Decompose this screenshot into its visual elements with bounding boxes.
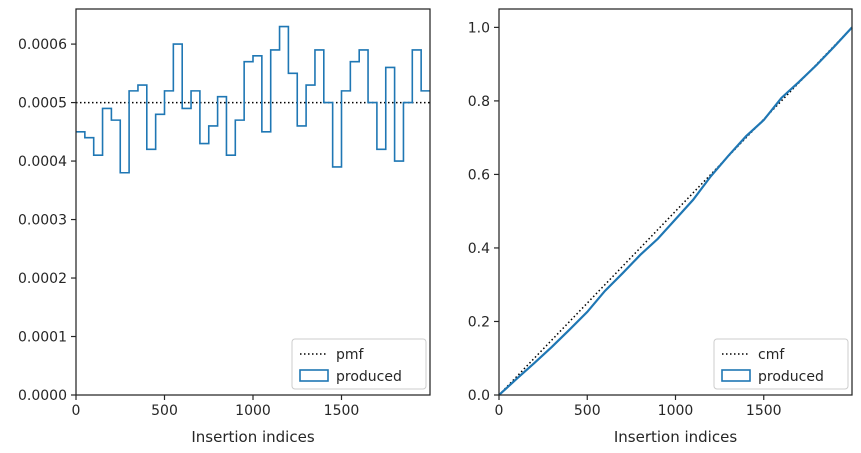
series-produced [76,25,430,174]
y-tick-label: 0.0004 [18,154,67,170]
x-tick-label: 1000 [658,403,694,419]
x-axis-label: Insertion indices [614,428,737,446]
y-tick-label: 0.0003 [18,213,67,229]
cmf-panel: 0 500 1000 1500 0.0 0.2 0.4 0.6 0.8 1.0 Insertion… [468,8,853,446]
legend: cmf produced [713,338,849,390]
y-tick-label: 0.0005 [18,96,67,112]
legend: pmf produced [291,338,427,390]
legend-frame [713,338,849,390]
x-tick-label: 500 [574,403,601,419]
y-tick-label: 0.0002 [18,271,67,287]
legend-label-produced: produced [758,369,824,385]
legend-label-pmf: pmf [336,347,365,363]
legend-label-cmf: cmf [758,347,785,363]
legend-frame [291,338,427,390]
x-tick-label: 1500 [746,403,782,419]
y-tick-label: 0.8 [468,94,490,110]
axes-frame [498,8,853,396]
y-tick-label: 0.4 [468,241,490,257]
x-tick-label: 0 [495,403,504,419]
x-tick-label: 500 [151,403,178,419]
y-tick-label: 0.2 [468,314,490,330]
y-tick-label: 0.0 [468,388,490,404]
x-tick-label: 0 [72,403,81,419]
x-tick-label: 1500 [324,403,360,419]
y-tick-label: 0.6 [468,167,490,183]
x-tick-label: 1000 [235,403,271,419]
y-tick-label: 1.0 [468,20,490,36]
y-tick-label: 0.0000 [18,388,67,404]
y-tick-label: 0.0006 [18,37,67,53]
x-axis-label: Insertion indices [191,428,314,446]
legend-swatch-produced [299,369,329,382]
pmf-panel: 0 500 1000 1500 0.0000 0.0001 0.0002 0.0003 0.00… [18,8,431,446]
axes-frame [75,8,431,396]
y-tick-label: 0.0001 [18,330,67,346]
legend-label-produced: produced [336,369,402,385]
legend-swatch-produced [721,369,751,382]
series-produced [498,26,853,396]
